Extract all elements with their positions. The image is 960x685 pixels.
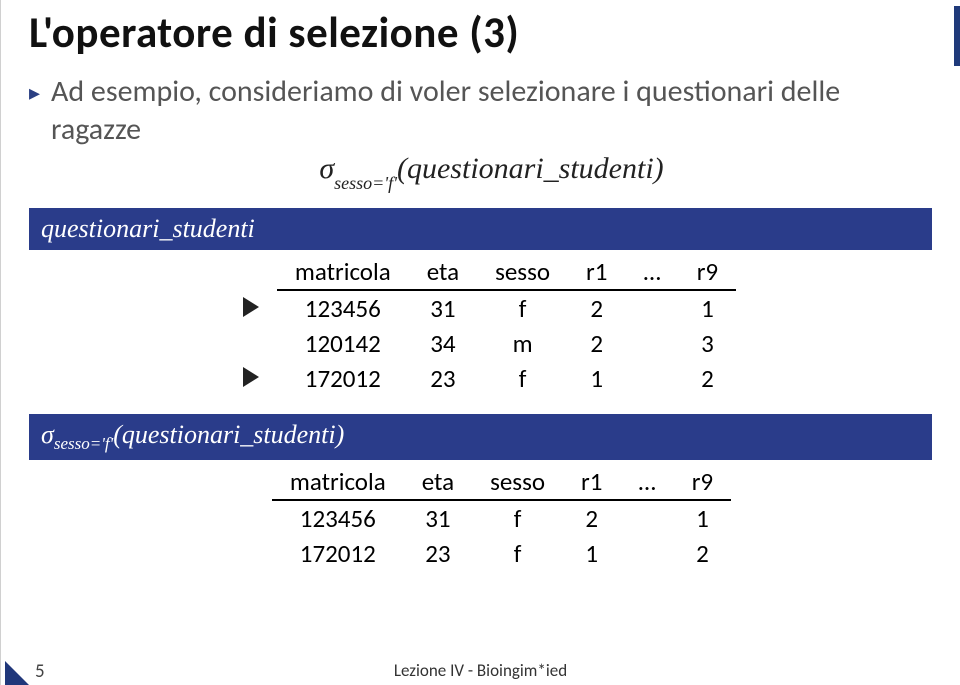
column-header: sesso	[472, 464, 563, 500]
table-row: 17201223f1 2	[225, 361, 736, 396]
table-2-header-bar: σsesso='f'(questionari_studenti)	[29, 414, 932, 460]
cell: 23	[404, 536, 472, 571]
cell	[625, 361, 678, 396]
table-section-1: questionari_studenti matricolaetasessor1…	[29, 208, 932, 396]
cell: 1	[674, 500, 731, 536]
cell: 3	[679, 326, 736, 361]
page-title: L'operatore di selezione (3)	[29, 6, 932, 59]
cell: 2	[568, 290, 625, 326]
table-1-header-bar: questionari_studenti	[29, 208, 932, 250]
column-header: …	[625, 254, 678, 290]
cell: 1	[679, 290, 736, 326]
column-header: r1	[568, 254, 625, 290]
cell	[620, 500, 673, 536]
cell	[625, 290, 678, 326]
column-header: …	[620, 464, 673, 500]
row-marker-icon	[243, 297, 259, 317]
cell	[620, 536, 673, 571]
cell: f	[477, 290, 568, 326]
column-header: sesso	[477, 254, 568, 290]
cell: f	[472, 500, 563, 536]
column-header: r9	[674, 464, 731, 500]
column-header: r9	[679, 254, 736, 290]
cell: 31	[404, 500, 472, 536]
table-row: 12345631f2 1	[230, 500, 731, 536]
cell: 2	[674, 536, 731, 571]
cell: 123456	[272, 500, 404, 536]
table-section-2: σsesso='f'(questionari_studenti) matrico…	[29, 414, 932, 571]
row-marker-icon	[243, 367, 259, 387]
table-row: 12345631f2 1	[225, 290, 736, 326]
column-header: matricola	[277, 254, 409, 290]
table-2: matricolaetasessor1…r912345631f211720122…	[230, 464, 731, 571]
cell: f	[472, 536, 563, 571]
cell: 23	[409, 361, 477, 396]
triangle-bullet-icon: ▸	[29, 79, 40, 106]
column-header: matricola	[272, 464, 404, 500]
cell: 120142	[277, 326, 409, 361]
table-row: 12014234m2 3	[225, 326, 736, 361]
body-text: Ad esempio, consideriamo di voler selezi…	[51, 73, 932, 148]
footer-text: Lezione IV - Bioingim*ied	[1, 660, 960, 681]
cell: 2	[563, 500, 620, 536]
selection-formula: σsesso='f'(questionari_studenti)	[51, 152, 932, 190]
column-header: r1	[563, 464, 620, 500]
cell: 172012	[277, 361, 409, 396]
cell: m	[477, 326, 568, 361]
cell: 1	[563, 536, 620, 571]
cell	[625, 326, 678, 361]
table-row: 17201223f1 2	[230, 536, 731, 571]
cell: 123456	[277, 290, 409, 326]
cell: 1	[568, 361, 625, 396]
column-header: eta	[409, 254, 477, 290]
cell: 34	[409, 326, 477, 361]
accent-bar	[954, 6, 960, 66]
cell: 31	[409, 290, 477, 326]
cell: 172012	[272, 536, 404, 571]
table-1: matricolaetasessor1…r912345631f211201423…	[225, 254, 736, 396]
cell: 2	[679, 361, 736, 396]
column-header: eta	[404, 464, 472, 500]
bullet-block: ▸ Ad esempio, consideriamo di voler sele…	[29, 73, 932, 190]
cell: f	[477, 361, 568, 396]
cell: 2	[568, 326, 625, 361]
